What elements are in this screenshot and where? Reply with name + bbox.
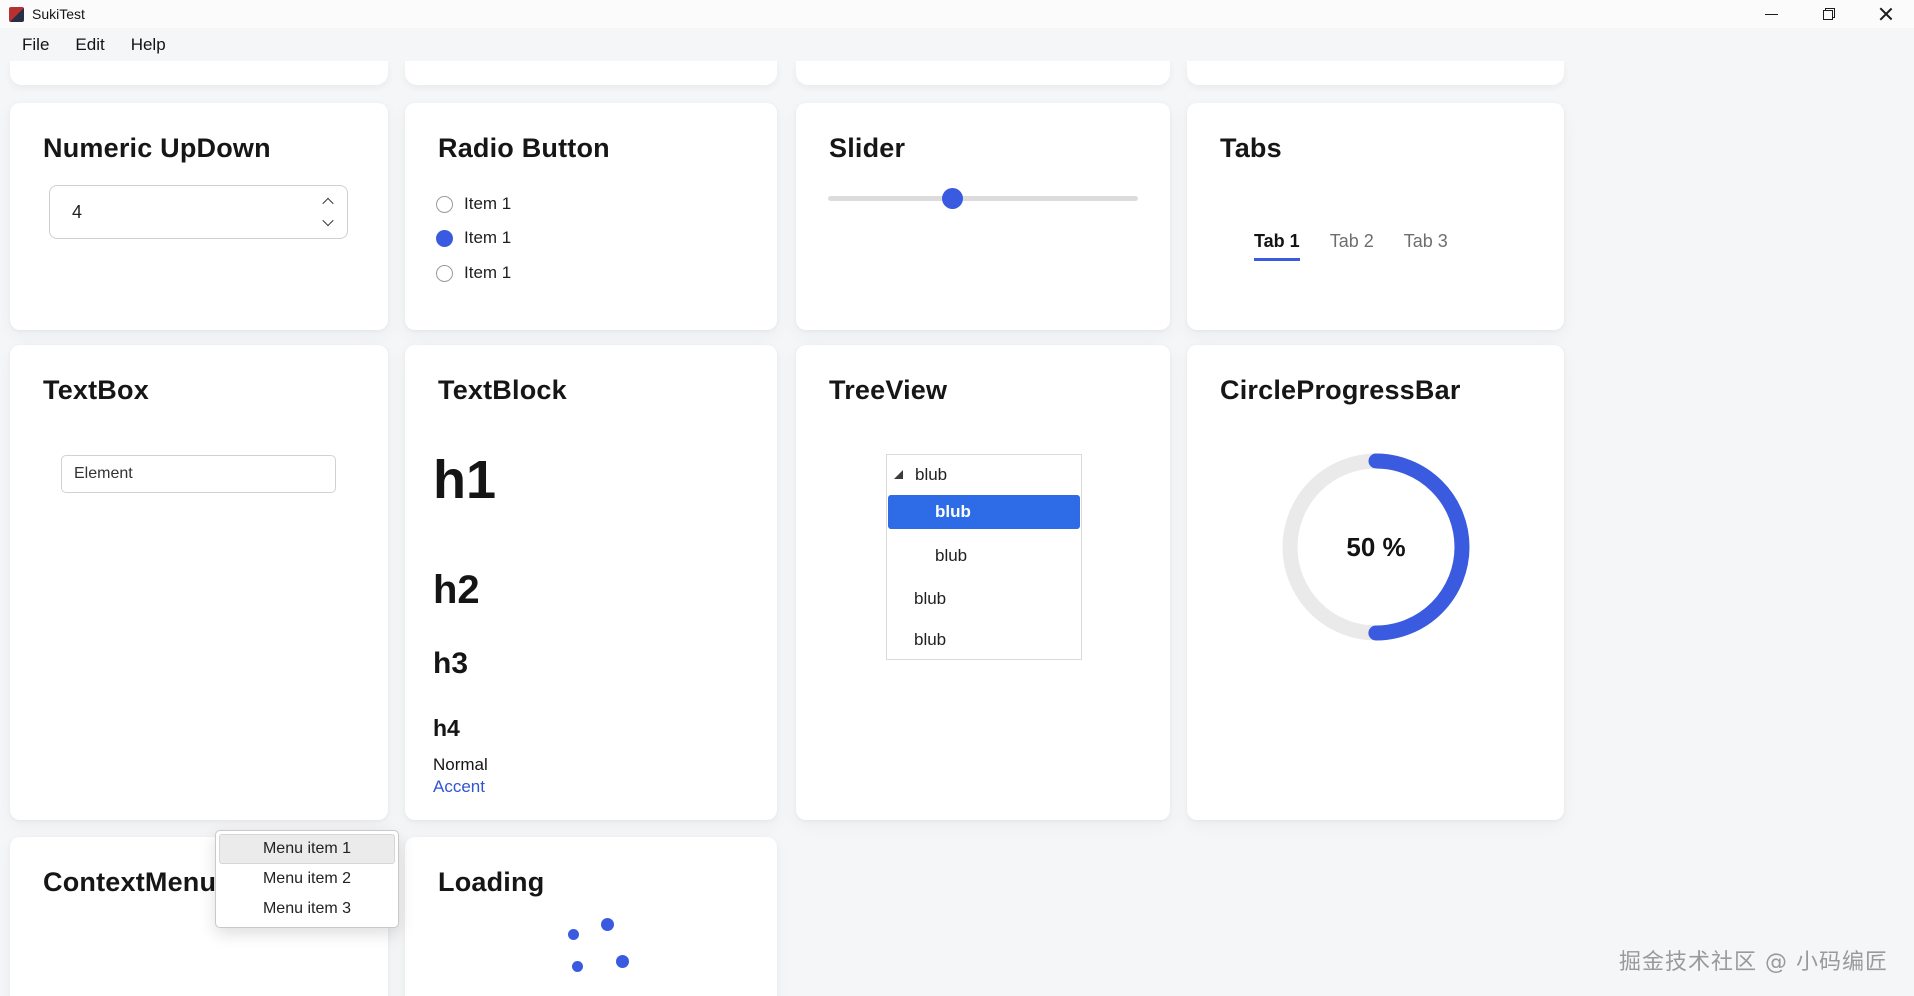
tree-node-selected[interactable]: blub bbox=[888, 495, 1080, 529]
tree-node-label: blub bbox=[935, 502, 971, 521]
window-title: SukiTest bbox=[32, 6, 85, 22]
radio-option-3[interactable]: Item 1 bbox=[436, 261, 511, 285]
menu-help[interactable]: Help bbox=[130, 34, 166, 54]
circle-progressbar: 50 % bbox=[1276, 447, 1476, 647]
textblock-h2: h2 bbox=[433, 568, 480, 612]
restore-button[interactable] bbox=[1800, 0, 1857, 28]
card-partial-3 bbox=[796, 61, 1170, 85]
textblock-h4: h4 bbox=[433, 715, 460, 741]
decrement-button[interactable] bbox=[319, 214, 337, 228]
tree-node-root[interactable]: blub bbox=[887, 455, 1081, 495]
card-title-radio-button: Radio Button bbox=[438, 133, 610, 163]
card-title-treeview: TreeView bbox=[829, 375, 948, 405]
close-button[interactable] bbox=[1857, 0, 1914, 28]
tree-node-label: blub bbox=[915, 465, 948, 484]
context-menu-item-3[interactable]: Menu item 3 bbox=[262, 900, 352, 917]
radio-label: Item 1 bbox=[464, 228, 512, 247]
card-title-tabs: Tabs bbox=[1220, 133, 1282, 163]
tree-node-label: blub bbox=[914, 588, 947, 608]
tab-strip: Tab 1 Tab 2 Tab 3 bbox=[1254, 231, 1448, 261]
textblock-normal: Normal bbox=[433, 755, 488, 774]
radio-unchecked-icon bbox=[436, 264, 453, 282]
card-title-slider: Slider bbox=[829, 133, 906, 163]
card-loading: Loading bbox=[405, 837, 777, 996]
numeric-updown-spinner bbox=[317, 186, 339, 238]
expander-icon[interactable] bbox=[894, 470, 903, 479]
textbox-input[interactable] bbox=[61, 455, 336, 493]
circle-progress-arc bbox=[1282, 453, 1470, 641]
minimize-icon bbox=[1765, 13, 1778, 15]
card-textbox: TextBox bbox=[10, 345, 388, 820]
increment-button[interactable] bbox=[319, 196, 337, 210]
loading-dot bbox=[616, 955, 629, 968]
circle-progress-svg bbox=[1282, 453, 1470, 641]
card-partial-2 bbox=[405, 61, 777, 85]
card-circle-progressbar: CircleProgressBar 50 % bbox=[1187, 345, 1564, 820]
card-partial-1 bbox=[10, 61, 388, 85]
radio-label: Item 1 bbox=[464, 263, 512, 282]
progress-value-label: 50 % bbox=[1346, 531, 1406, 562]
tab-1[interactable]: Tab 1 bbox=[1254, 231, 1300, 261]
card-title-circle-progressbar: CircleProgressBar bbox=[1220, 375, 1461, 405]
chevron-down-icon bbox=[322, 214, 334, 227]
title-bar: SukiTest bbox=[0, 0, 1914, 28]
loading-dot bbox=[601, 918, 614, 931]
tree-node-child[interactable]: blub bbox=[887, 535, 1081, 576]
textblock-accent: Accent bbox=[433, 777, 485, 796]
chevron-up-icon bbox=[322, 197, 334, 210]
restore-icon bbox=[1822, 8, 1835, 20]
menu-edit[interactable]: Edit bbox=[75, 34, 105, 54]
radio-option-1[interactable]: Item 1 bbox=[436, 192, 511, 216]
card-title-numeric-updown: Numeric UpDown bbox=[43, 133, 271, 163]
radio-label: Item 1 bbox=[464, 194, 512, 213]
card-numeric-updown: Numeric UpDown 4 bbox=[10, 103, 388, 330]
context-menu-item-2[interactable]: Menu item 2 bbox=[262, 870, 352, 887]
radio-option-2[interactable]: Item 1 bbox=[436, 226, 511, 250]
numeric-updown-input[interactable]: 4 bbox=[49, 185, 348, 239]
card-title-textblock: TextBlock bbox=[438, 375, 567, 405]
numeric-updown-value: 4 bbox=[72, 201, 83, 222]
card-textblock: TextBlock h1 h2 h3 h4 Normal Accent bbox=[405, 345, 777, 820]
radio-unchecked-icon bbox=[436, 195, 453, 213]
context-menu-item-1[interactable]: Menu item 1 bbox=[219, 834, 395, 864]
watermark: 掘金技术社区 @ 小码编匠 bbox=[1619, 950, 1888, 975]
context-menu-popup: Menu item 1 Menu item 2 Menu item 3 bbox=[215, 830, 399, 928]
card-title-textbox: TextBox bbox=[43, 375, 149, 405]
close-icon bbox=[1879, 7, 1893, 21]
radio-checked-icon bbox=[436, 229, 453, 247]
card-title-loading: Loading bbox=[438, 867, 545, 897]
window-controls bbox=[1743, 0, 1914, 28]
tree-node-label: blub bbox=[935, 545, 968, 565]
slider-track[interactable] bbox=[828, 188, 1138, 209]
tree-node-label: blub bbox=[914, 629, 947, 649]
card-partial-4 bbox=[1187, 61, 1564, 85]
card-title-contextmenu: ContextMenu ( bbox=[43, 867, 234, 897]
menu-file[interactable]: File bbox=[22, 34, 50, 54]
loading-dot bbox=[568, 929, 579, 940]
textblock-h3: h3 bbox=[433, 647, 469, 680]
tree-node[interactable]: blub bbox=[887, 578, 1081, 619]
tree-node[interactable]: blub bbox=[887, 619, 1081, 660]
card-tabs: Tabs Tab 1 Tab 2 Tab 3 bbox=[1187, 103, 1564, 330]
card-radio-button: Radio Button Item 1 Item 1 Item 1 bbox=[405, 103, 777, 330]
card-slider: Slider bbox=[796, 103, 1170, 330]
textblock-h1: h1 bbox=[433, 450, 497, 510]
slider-thumb[interactable] bbox=[942, 188, 963, 209]
treeview-panel: blub blub blub blub blub bbox=[886, 454, 1082, 660]
loading-dot bbox=[572, 961, 583, 972]
menu-bar: File Edit Help bbox=[0, 28, 1914, 61]
app-icon bbox=[9, 6, 24, 22]
minimize-button[interactable] bbox=[1743, 0, 1800, 28]
card-treeview: TreeView blub blub blub blub blub bbox=[796, 345, 1170, 820]
tab-3[interactable]: Tab 3 bbox=[1403, 231, 1448, 251]
tab-2[interactable]: Tab 2 bbox=[1329, 231, 1374, 251]
